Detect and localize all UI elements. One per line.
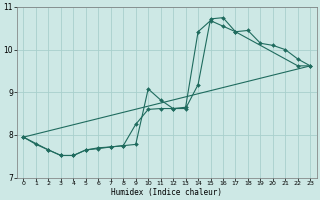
- X-axis label: Humidex (Indice chaleur): Humidex (Indice chaleur): [111, 188, 222, 197]
